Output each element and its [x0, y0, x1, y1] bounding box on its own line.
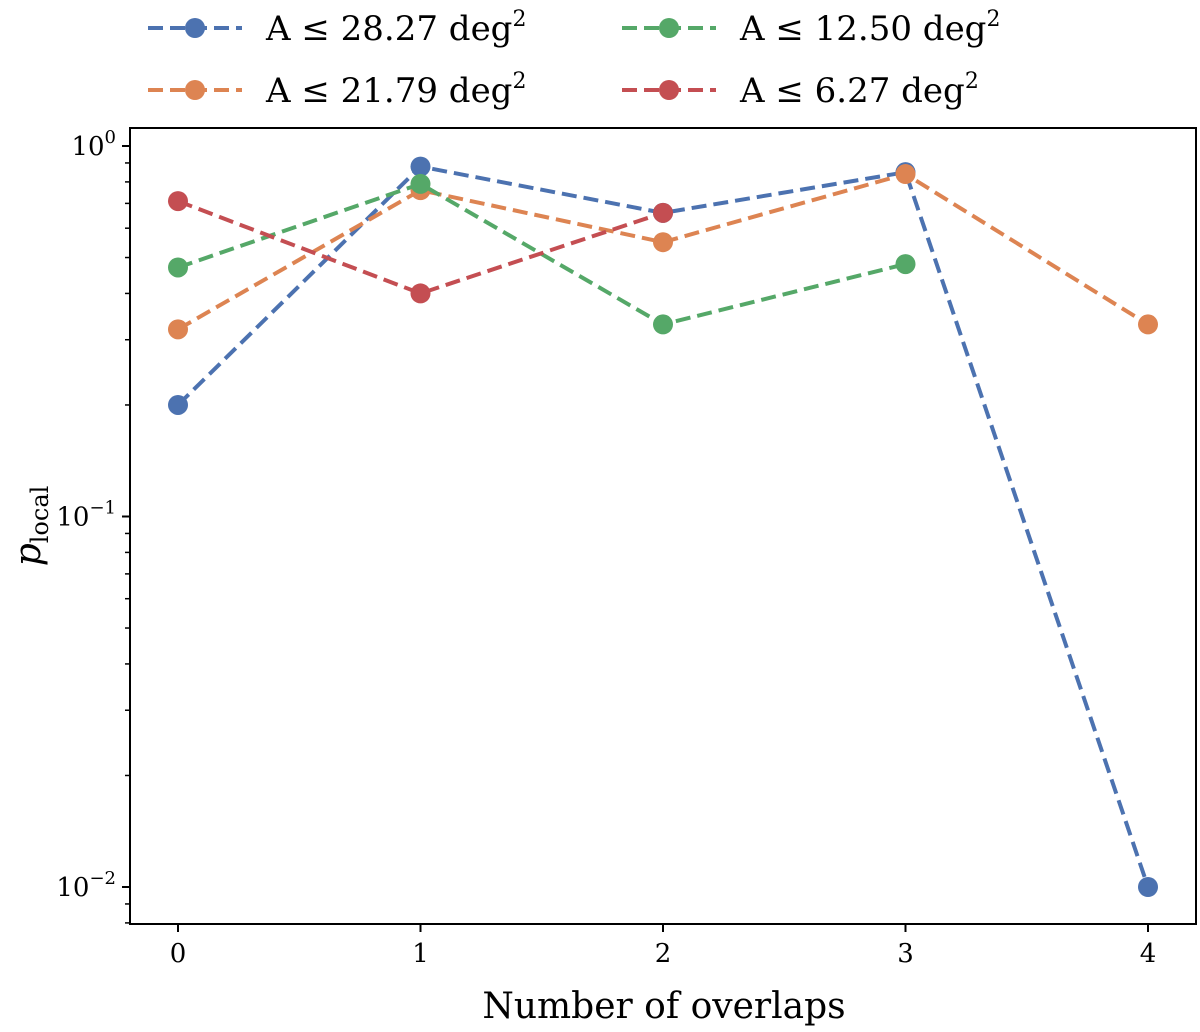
data-point: [653, 232, 673, 253]
data-point: [168, 394, 188, 415]
legend-label-sup: 2: [986, 7, 1000, 32]
series-line: [177, 199, 664, 296]
y-tick-base: 10: [56, 873, 89, 903]
legend-label: A ≤ 12.50 deg2: [739, 7, 1000, 49]
data-point: [895, 164, 916, 185]
x-tick-label: 2: [655, 939, 672, 969]
legend-entry: A ≤ 6.27 deg2: [622, 69, 979, 111]
y-tick-exponent: −1: [89, 498, 116, 519]
data-point: [1138, 314, 1158, 335]
legend-marker: [659, 18, 679, 38]
series-0: [168, 156, 1158, 897]
y-tick-exponent: 0: [105, 127, 116, 148]
y-axis-label-main: p: [8, 543, 49, 566]
plot-series: [168, 156, 1158, 897]
x-axis-label: Number of overlaps: [482, 986, 845, 1027]
y-tick-exponent: −2: [89, 868, 116, 889]
y-tick-label: 10−2: [56, 868, 116, 903]
y-axis-label: plocal: [8, 486, 54, 567]
x-axis-ticks: 0 1 2 3 4: [170, 924, 1157, 969]
series-line: [176, 164, 1150, 888]
y-tick-label: 10−1: [56, 498, 116, 533]
series-1: [168, 164, 1158, 340]
y-tick-base: 10: [56, 503, 89, 533]
data-point: [410, 156, 431, 177]
legend-label: A ≤ 28.27 deg2: [265, 7, 526, 49]
x-tick-label: 4: [1140, 939, 1157, 969]
x-tick-label: 0: [170, 939, 187, 969]
series-3: [168, 191, 673, 304]
series-line: [177, 171, 1150, 332]
data-point: [1138, 877, 1158, 897]
legend-entry: A ≤ 12.50 deg2: [622, 7, 1000, 49]
x-tick-label: 1: [412, 939, 429, 969]
data-point: [410, 283, 431, 304]
x-tick-label: 3: [897, 939, 914, 969]
legend-entry: A ≤ 21.79 deg2: [148, 69, 526, 111]
data-point: [168, 319, 188, 340]
data-point: [653, 202, 673, 223]
legend-label: A ≤ 21.79 deg2: [265, 69, 526, 111]
data-point: [895, 254, 916, 275]
legend-marker: [659, 80, 679, 100]
legend-label-sup: 2: [512, 69, 526, 94]
legend-label-text: A ≤ 21.79 deg: [265, 71, 512, 111]
data-point: [168, 191, 188, 212]
legend-marker: [185, 80, 205, 100]
legend-label-sup: 2: [965, 69, 979, 94]
y-tick-base: 10: [71, 132, 104, 162]
legend-label-text: A ≤ 6.27 deg: [739, 71, 965, 111]
legend-entry: A ≤ 28.27 deg2: [148, 7, 526, 49]
legend-label-text: A ≤ 12.50 deg: [739, 9, 986, 49]
legend-marker: [185, 18, 205, 38]
y-axis-label-sub: local: [26, 486, 54, 544]
legend-label-sup: 2: [512, 7, 526, 32]
legend-label-text: A ≤ 28.27 deg: [265, 9, 512, 49]
data-point: [653, 314, 673, 335]
y-tick-label: 100: [71, 127, 116, 162]
data-point: [410, 173, 431, 194]
data-point: [168, 257, 188, 278]
legend-label: A ≤ 6.27 deg2: [739, 69, 979, 111]
